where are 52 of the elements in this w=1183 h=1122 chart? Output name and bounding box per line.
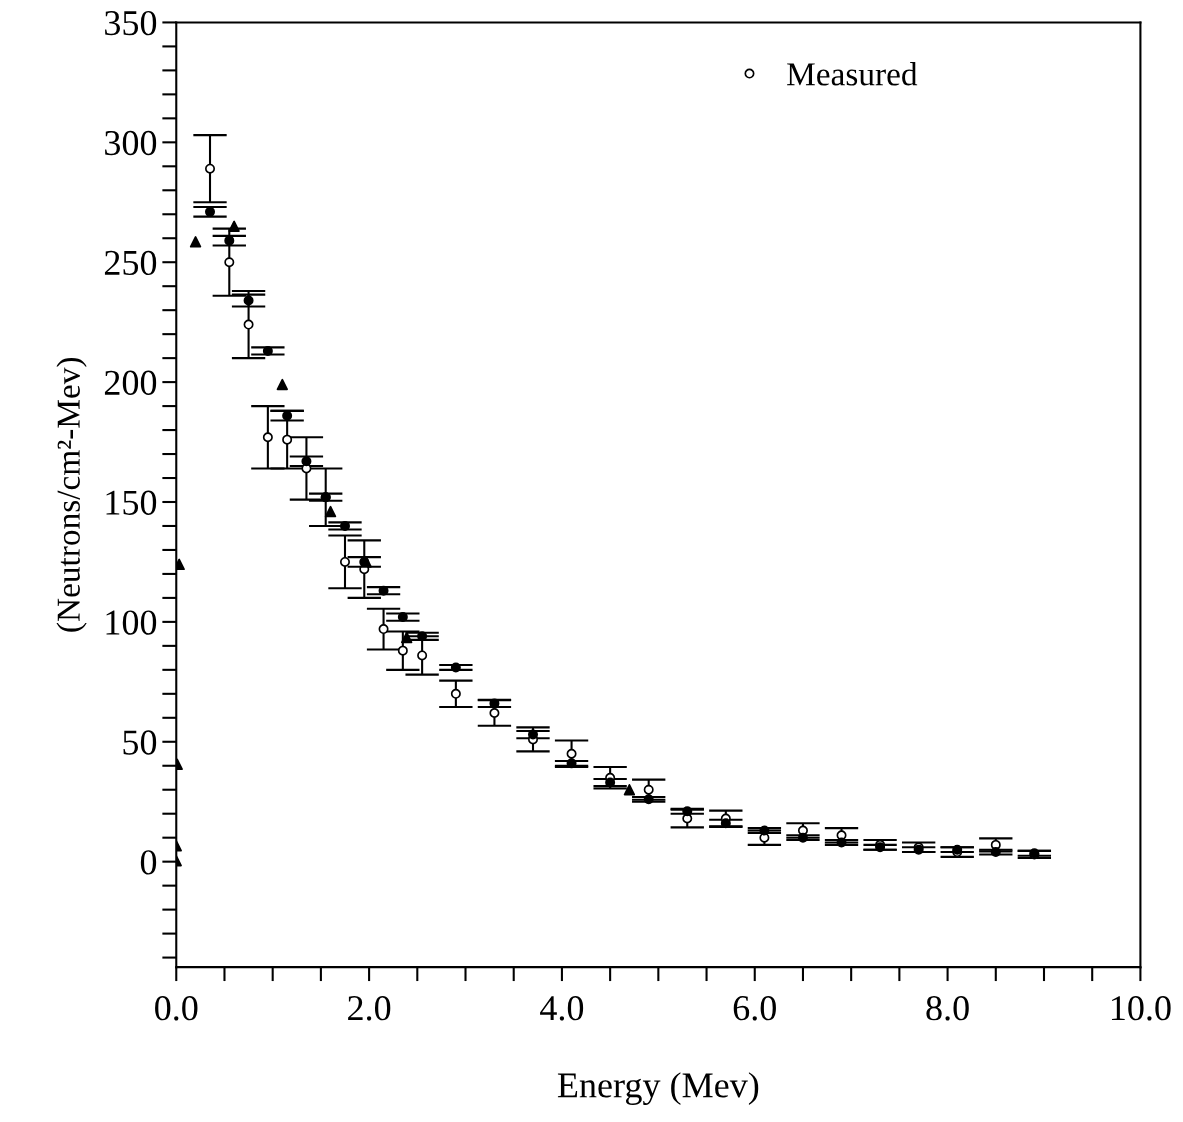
- y-tick-label: 250: [104, 250, 157, 276]
- point: [189, 236, 202, 248]
- x-tick-label: 2.0: [348, 995, 391, 1021]
- point: [489, 707, 500, 719]
- point: [401, 631, 413, 644]
- point: [623, 784, 636, 796]
- y-tick-label: 150: [106, 490, 157, 515]
- x-tick-label: 8.0: [926, 995, 969, 1021]
- point: [282, 434, 293, 445]
- y-tick-label: 50: [123, 730, 157, 755]
- point: [450, 688, 461, 699]
- point: [205, 163, 216, 174]
- point: [759, 825, 770, 836]
- point: [262, 345, 273, 356]
- point: [527, 729, 539, 740]
- point: [339, 520, 350, 531]
- point: [397, 612, 408, 623]
- x-tick-label: 6.0: [733, 995, 776, 1021]
- point: [682, 806, 693, 817]
- legend-label: Measured: [787, 62, 918, 86]
- y-tick-label: 350: [105, 10, 157, 36]
- y-axis-title: (Neutrons/cm²-Mev): [56, 357, 87, 632]
- point: [262, 432, 273, 443]
- point: [243, 319, 254, 330]
- point: [339, 556, 350, 567]
- point: [720, 818, 731, 829]
- point: [450, 662, 461, 673]
- point: [605, 777, 616, 788]
- point: [224, 257, 235, 268]
- point: [643, 794, 654, 805]
- x-tick-label: 0.0: [155, 995, 198, 1021]
- point: [228, 220, 240, 232]
- point: [836, 837, 847, 848]
- point: [417, 650, 428, 661]
- point: [397, 645, 408, 656]
- y-tick-label: 300: [105, 130, 157, 156]
- point: [378, 585, 389, 596]
- y-tick-label: 200: [104, 370, 157, 395]
- point: [566, 758, 577, 769]
- point: [643, 784, 654, 795]
- point: [797, 832, 808, 843]
- point: [378, 624, 389, 635]
- point: [990, 847, 1001, 858]
- point: [276, 378, 289, 391]
- x-axis-title: Energy (Mev): [557, 1072, 759, 1105]
- point: [301, 456, 312, 467]
- y-tick-label: 100: [106, 610, 157, 635]
- x-tick-label: 4.0: [540, 995, 584, 1021]
- y-tick-label: 0: [140, 850, 157, 875]
- point: [566, 748, 577, 759]
- x-tick-label: 10.0: [1111, 995, 1171, 1021]
- point: [324, 505, 337, 518]
